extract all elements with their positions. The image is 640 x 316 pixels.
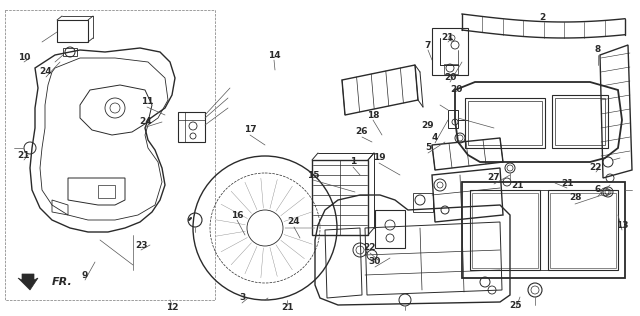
Text: 15: 15 (307, 171, 319, 179)
Text: 25: 25 (509, 301, 522, 309)
Text: 21: 21 (561, 179, 573, 187)
Text: 21: 21 (442, 33, 454, 42)
Text: 5: 5 (425, 143, 431, 153)
Text: 24: 24 (40, 68, 52, 76)
Text: 14: 14 (268, 51, 280, 59)
Polygon shape (18, 274, 38, 290)
Text: 18: 18 (367, 111, 380, 119)
Text: 26: 26 (356, 127, 368, 137)
Text: 1: 1 (350, 157, 356, 167)
Text: 24: 24 (288, 217, 300, 227)
Text: 4: 4 (432, 133, 438, 143)
Text: 16: 16 (231, 210, 243, 220)
Text: 23: 23 (135, 240, 147, 250)
Text: 22: 22 (364, 244, 376, 252)
Text: 24: 24 (140, 118, 152, 126)
Text: 2: 2 (539, 14, 545, 22)
Text: 10: 10 (18, 53, 30, 63)
Text: 28: 28 (569, 193, 581, 203)
Text: FR.: FR. (52, 277, 73, 287)
Text: 30: 30 (369, 258, 381, 266)
Text: 12: 12 (166, 303, 179, 313)
Text: 6: 6 (595, 185, 601, 195)
Text: 9: 9 (82, 270, 88, 279)
Text: 7: 7 (425, 41, 431, 51)
Text: 22: 22 (589, 162, 602, 172)
Text: 13: 13 (616, 221, 628, 229)
Text: 20: 20 (444, 74, 456, 82)
Text: 29: 29 (422, 120, 435, 130)
Text: 27: 27 (488, 173, 500, 183)
Text: 21: 21 (512, 181, 524, 191)
Text: 21: 21 (18, 151, 30, 161)
Text: 8: 8 (595, 46, 601, 54)
Text: 11: 11 (141, 98, 153, 106)
Text: 20: 20 (450, 86, 462, 94)
Text: 21: 21 (281, 303, 293, 313)
Text: 19: 19 (372, 154, 385, 162)
Text: 17: 17 (244, 125, 256, 135)
Text: 3: 3 (239, 294, 245, 302)
